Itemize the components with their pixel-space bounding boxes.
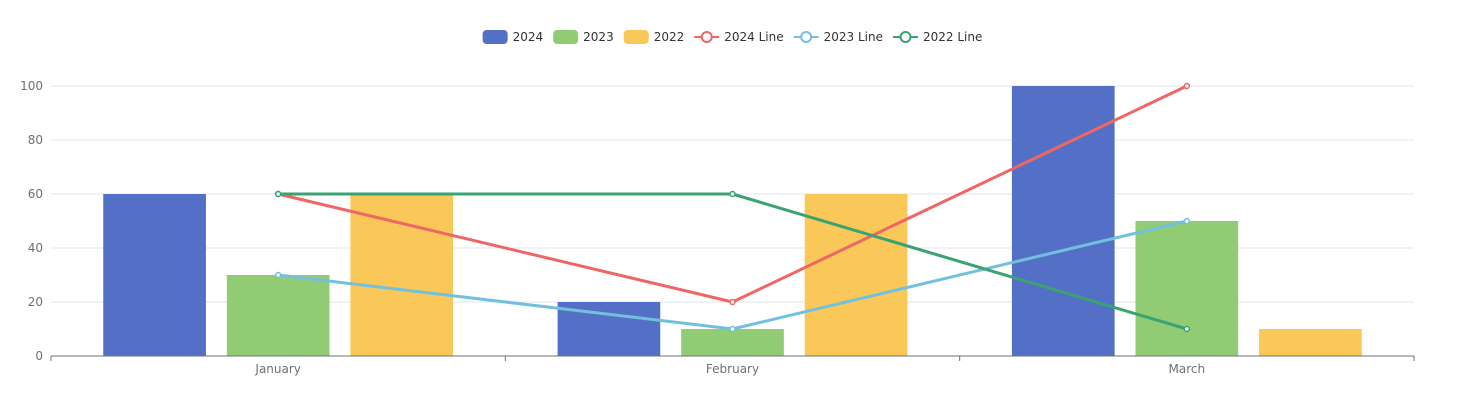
bar-2022 [804, 194, 908, 356]
y-tick-label: 0 [35, 349, 43, 363]
bar-2022 [1259, 329, 1362, 356]
bar-2023 [1135, 221, 1239, 356]
line-point [274, 271, 282, 279]
y-tick-label: 100 [20, 79, 43, 93]
axis-layer: 0 20 40 60 80 100 January February March [20, 79, 1415, 376]
legend-label: 2022 Line [923, 30, 982, 44]
line-point [729, 298, 736, 306]
legend-label: 2024 Line [724, 30, 783, 44]
legend-marker [800, 31, 813, 43]
bar-2024 [1011, 86, 1115, 356]
line-point [274, 190, 282, 198]
legend-marker [700, 31, 713, 43]
line-point [729, 325, 736, 333]
bar-2023 [681, 329, 784, 356]
legend-label: 2024 [513, 30, 544, 44]
y-tick-label: 40 [28, 241, 43, 255]
legend-item-2024[interactable]: 2024 [482, 30, 544, 44]
line-point [1183, 325, 1191, 333]
legend[interactable]: 2024 2023 2022 2024 Line 2023 Line 2022 Line [482, 30, 983, 44]
legend-item-2022[interactable]: 2022 [623, 30, 685, 44]
x-tick-label: February [706, 362, 759, 376]
y-tick-label: 60 [28, 187, 43, 201]
legend-item-2024-line[interactable]: 2024 Line [694, 30, 784, 44]
bar-2022 [350, 194, 454, 356]
legend-label: 2023 Line [824, 30, 883, 44]
legend-swatch [623, 30, 649, 44]
legend-swatch [482, 30, 508, 44]
legend-label: 2023 [583, 30, 614, 44]
bar-layer [103, 86, 1362, 356]
legend-swatch [553, 30, 579, 44]
bar-2023 [226, 275, 330, 356]
y-tick-label: 20 [28, 295, 43, 309]
legend-item-2022-line[interactable]: 2022 Line [893, 30, 982, 44]
bar-2024 [103, 194, 206, 356]
legend-marker [899, 31, 912, 43]
x-tick-label: January [254, 362, 301, 376]
legend-item-2023[interactable]: 2023 [553, 30, 614, 44]
legend-label: 2022 [654, 30, 685, 44]
line-point [729, 190, 736, 198]
line-point [1183, 82, 1191, 90]
legend-item-2023-line[interactable]: 2023 Line [793, 30, 883, 44]
y-tick-label: 80 [28, 133, 43, 147]
line-layer [274, 82, 1191, 333]
line-point [1183, 217, 1191, 225]
x-tick-label: March [1169, 362, 1206, 376]
